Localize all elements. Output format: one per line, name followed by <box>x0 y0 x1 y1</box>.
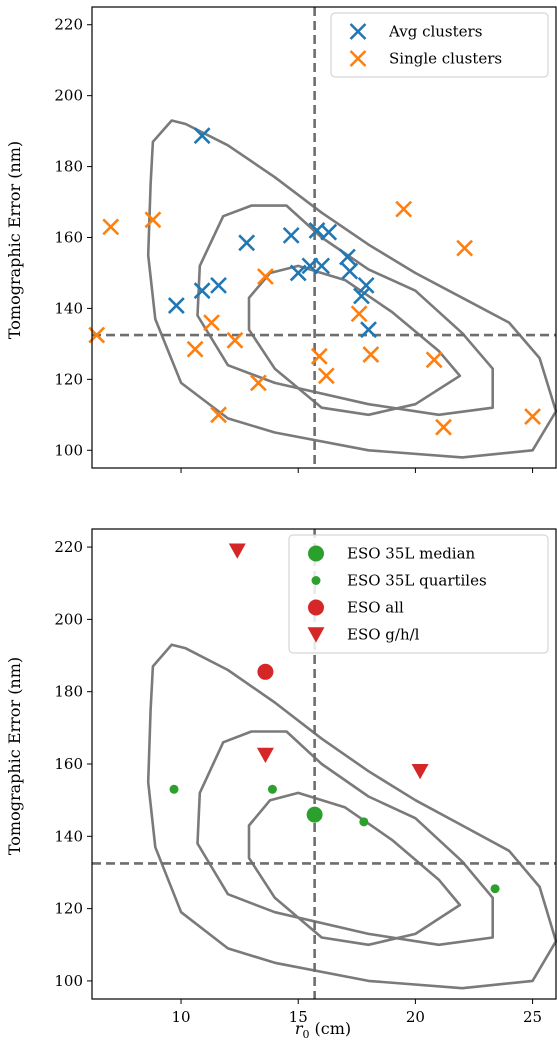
bottom-legend-marker-3 <box>308 599 324 616</box>
top-ytick-label-5: 200 <box>54 87 83 105</box>
bottom-ytick-label-1: 120 <box>54 900 83 918</box>
top-series-1-point-1 <box>193 127 211 145</box>
top-series-1-point-14 <box>210 276 227 294</box>
top-series-1-point-7 <box>301 257 319 275</box>
bottom-ytick-label-0: 100 <box>54 972 83 990</box>
bottom-legend-label-3: ESO all <box>347 599 404 617</box>
bottom-series-2-point-1 <box>169 784 179 794</box>
top-series-2-point-15 <box>425 351 443 369</box>
top-series-2-point-10 <box>310 347 328 365</box>
top-series-2-point-5 <box>186 340 204 358</box>
bottom-series-2-point-3 <box>359 817 369 827</box>
bottom-xtick-label-1: 15 <box>289 1008 308 1026</box>
bottom-series-2-point-4 <box>490 884 500 894</box>
bottom-series-2-point-2 <box>267 784 277 794</box>
bottom-xtick-label-0: 10 <box>172 1008 191 1026</box>
bottom-legend-label-1: ESO 35L median <box>347 545 476 563</box>
bottom-series-4-point-2 <box>256 747 274 764</box>
bottom-legend: ESO 35L median ESO 35L quartiles ESO all ES… <box>288 534 549 654</box>
top-legend-marker-1 <box>349 23 367 40</box>
top-legend: Avg clusters Single clusters <box>330 12 549 78</box>
bottom-ytick-label-3: 160 <box>54 755 83 773</box>
bottom-xtick-label-3: 25 <box>523 1008 542 1026</box>
top-panel: 100 120 140 160 180 200 220 Avg clusters Single … <box>54 6 557 473</box>
top-series-2-point-4 <box>203 314 220 332</box>
y-axis-label-bottom: Tomographic Error (nm) <box>5 657 24 855</box>
x-axis-label: r0 (cm) <box>295 1019 351 1041</box>
bottom-series-1-point-1 <box>306 806 323 823</box>
bottom-panel: 100 120 140 160 180 200 220 10 15 20 25 ESO 35L med… <box>54 528 557 1026</box>
top-legend-label-1: Avg clusters <box>388 23 482 41</box>
top-series-2-point-14 <box>395 200 413 218</box>
top-series-1-point-10 <box>341 262 359 280</box>
bottom-legend-marker-2 <box>311 576 321 585</box>
top-ytick-label-4: 180 <box>54 158 83 176</box>
top-series-2-point-9 <box>210 406 227 424</box>
top-series-1-point-13 <box>360 321 377 339</box>
bottom-series-4-point-1 <box>228 543 246 559</box>
bottom-contour-3 <box>247 791 462 947</box>
top-series-2-point-2 <box>144 211 162 229</box>
top-series-1-point-12 <box>353 287 370 305</box>
top-contour-1 <box>146 119 557 459</box>
bottom-legend-box <box>288 534 549 654</box>
top-series-1-point-8 <box>289 264 307 282</box>
bottom-xtick-label-2: 20 <box>406 1008 425 1026</box>
top-series-1-point-16 <box>167 297 185 315</box>
bottom-ytick-label-4: 180 <box>54 683 83 701</box>
top-series-2-point-13 <box>362 346 380 363</box>
bottom-series-3-point-1 <box>257 663 274 680</box>
bottom-legend-label-2: ESO 35L quartiles <box>347 572 487 590</box>
top-legend-box <box>330 12 549 78</box>
top-series-1-point-3 <box>282 226 300 244</box>
bottom-legend-marker-4 <box>307 627 325 643</box>
top-series-1-point-9 <box>339 248 356 266</box>
y-axis-label-top: Tomographic Error (nm) <box>5 141 24 339</box>
top-series-1-point-5 <box>320 223 338 241</box>
top-ytick-label-1: 120 <box>54 370 83 388</box>
top-series-2-point-7 <box>256 268 274 285</box>
top-legend-marker-2 <box>349 50 367 67</box>
top-series-1-point-15 <box>193 282 211 300</box>
top-series-2-point-11 <box>317 367 335 385</box>
top-series-2-point-1 <box>102 218 120 236</box>
top-series-1-point-11 <box>357 276 375 294</box>
bottom-contour-2 <box>196 730 495 947</box>
top-ytick-label-0: 100 <box>54 441 83 459</box>
bottom-legend-marker-1 <box>308 545 324 562</box>
top-contour-3 <box>247 264 462 417</box>
bottom-ytick-label-6: 220 <box>54 538 83 556</box>
top-contour-2 <box>196 204 495 417</box>
top-ytick-label-6: 220 <box>54 16 83 34</box>
top-series-2-point-12 <box>350 305 368 323</box>
bottom-ytick-label-2: 140 <box>54 827 83 845</box>
top-series-2-point-17 <box>456 239 474 257</box>
top-series-2-point-16 <box>435 418 452 436</box>
bottom-legend-label-4: ESO g/h/l <box>347 626 420 644</box>
top-legend-label-2: Single clusters <box>389 50 502 68</box>
bottom-ytick-label-5: 200 <box>54 610 83 628</box>
bottom-contour-1 <box>146 643 557 990</box>
top-series-1-point-2 <box>238 234 256 252</box>
top-ytick-label-2: 140 <box>54 299 83 317</box>
top-series-2-point-8 <box>249 374 267 392</box>
top-ytick-label-3: 160 <box>54 229 83 247</box>
bottom-series-4-point-3 <box>411 764 429 780</box>
top-series-2-point-6 <box>226 331 244 349</box>
top-series-2-point-18 <box>524 408 541 426</box>
